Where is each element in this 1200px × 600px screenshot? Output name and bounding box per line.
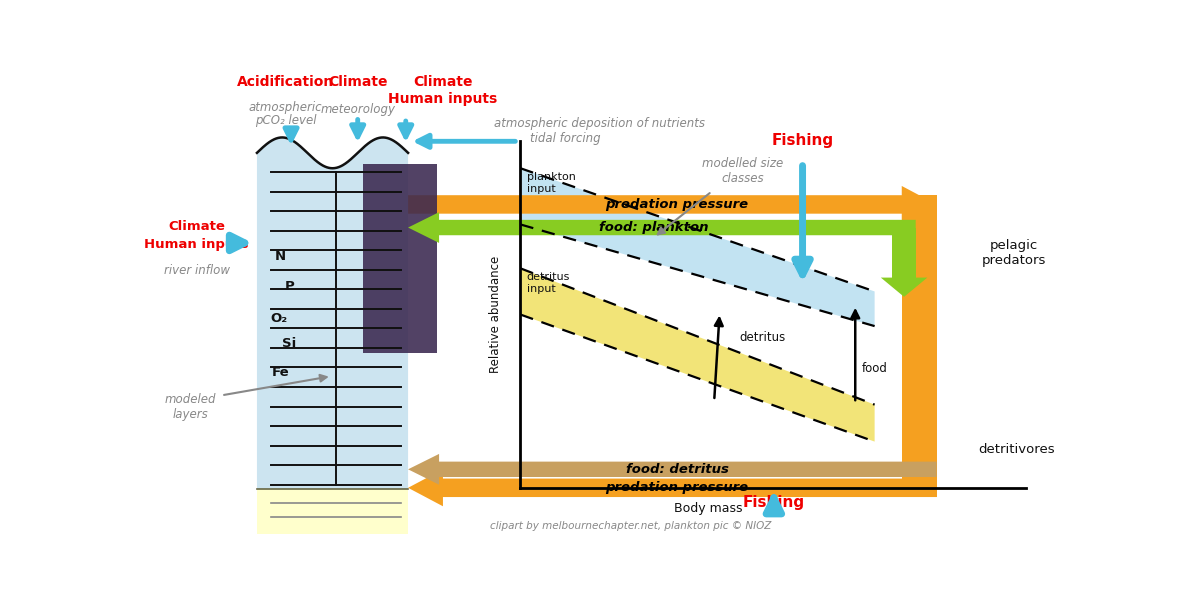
FancyBboxPatch shape xyxy=(364,164,437,353)
Text: predation pressure: predation pressure xyxy=(606,481,749,494)
Text: modelled size
classes: modelled size classes xyxy=(702,157,784,185)
Text: Climate: Climate xyxy=(168,220,224,233)
FancyBboxPatch shape xyxy=(901,477,937,479)
Text: detritus: detritus xyxy=(739,331,785,344)
Text: plankton
input: plankton input xyxy=(527,172,576,194)
Polygon shape xyxy=(881,262,928,297)
FancyBboxPatch shape xyxy=(893,227,916,281)
Text: Human inputs: Human inputs xyxy=(144,238,248,251)
Text: food: plankton: food: plankton xyxy=(599,221,708,234)
Polygon shape xyxy=(408,454,937,485)
Text: Fishing: Fishing xyxy=(743,495,805,510)
Text: Climate: Climate xyxy=(413,75,473,89)
Text: detritus
input: detritus input xyxy=(527,272,570,294)
Text: meteorology: meteorology xyxy=(320,103,395,116)
Text: pCO₂ level: pCO₂ level xyxy=(254,115,317,127)
Text: Climate: Climate xyxy=(328,75,388,89)
Text: O₂: O₂ xyxy=(270,312,287,325)
Text: detritivores: detritivores xyxy=(978,443,1055,456)
Text: Body mass: Body mass xyxy=(673,502,743,515)
Text: P: P xyxy=(284,280,294,293)
Polygon shape xyxy=(257,137,408,490)
Text: Fe: Fe xyxy=(271,366,289,379)
Polygon shape xyxy=(408,212,916,243)
Polygon shape xyxy=(408,469,937,506)
Polygon shape xyxy=(521,268,875,442)
Text: pelagic
predators: pelagic predators xyxy=(982,239,1046,267)
Polygon shape xyxy=(408,186,937,223)
Text: Acidification: Acidification xyxy=(238,75,335,89)
Text: river inflow: river inflow xyxy=(163,265,229,277)
Text: food: detritus: food: detritus xyxy=(625,463,728,476)
Polygon shape xyxy=(521,168,875,326)
Text: tidal forcing: tidal forcing xyxy=(529,132,600,145)
Text: predation pressure: predation pressure xyxy=(606,198,749,211)
FancyBboxPatch shape xyxy=(901,195,937,497)
Text: clipart by melbournechapter.net, plankton pic © NIOZ: clipart by melbournechapter.net, plankto… xyxy=(490,521,772,531)
Text: Fishing: Fishing xyxy=(772,133,834,148)
Text: Relative abundance: Relative abundance xyxy=(490,256,502,373)
Text: modeled
layers: modeled layers xyxy=(164,393,216,421)
Text: Human inputs: Human inputs xyxy=(389,92,498,106)
Text: N: N xyxy=(275,250,286,263)
Text: atmospheric deposition of nutrients: atmospheric deposition of nutrients xyxy=(494,116,706,130)
Text: atmospheric: atmospheric xyxy=(248,101,323,114)
Text: Si: Si xyxy=(282,337,296,350)
Text: food: food xyxy=(862,362,887,375)
FancyBboxPatch shape xyxy=(257,490,408,534)
